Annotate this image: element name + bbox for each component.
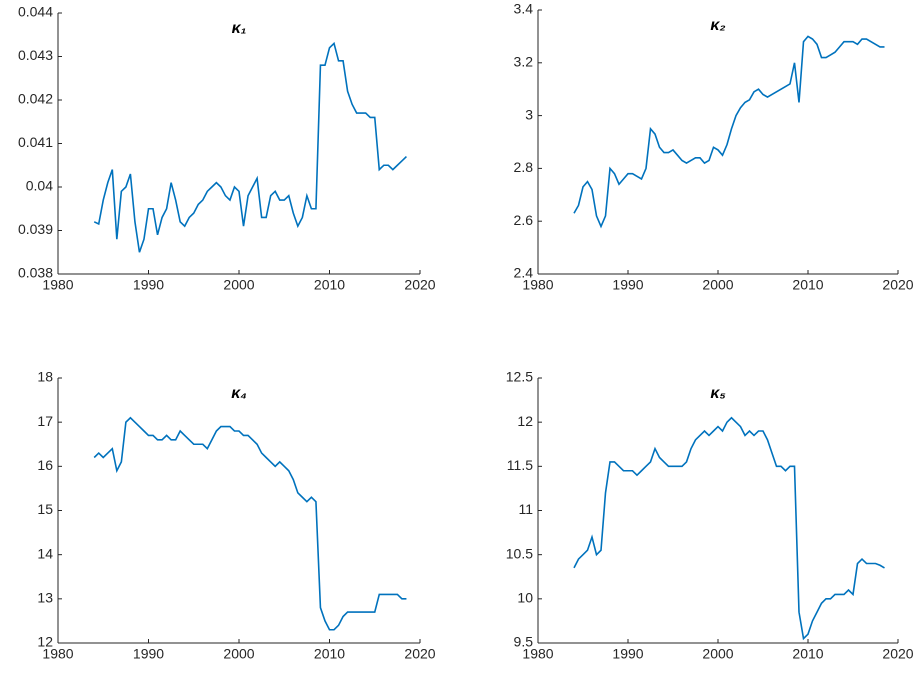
- x-tick-label: 2020: [882, 646, 913, 662]
- x-tick-label: 2020: [882, 277, 913, 293]
- x-tick-label: 1980: [42, 646, 73, 662]
- x-tick-label: 2010: [314, 277, 345, 293]
- y-tick-label: 0.039: [18, 221, 53, 237]
- x-tick-label: 1980: [42, 277, 73, 293]
- y-tick-label: 17: [37, 413, 53, 429]
- data-line: [93, 41, 407, 253]
- y-tick-label: 12: [517, 413, 533, 429]
- x-tick-label: 1990: [612, 277, 643, 293]
- x-tick-label: 1980: [522, 646, 553, 662]
- chart-title: κ₅: [710, 385, 725, 402]
- y-tick-label: 0.043: [18, 47, 53, 63]
- y-tick-label: 12: [37, 634, 53, 650]
- chart-title: κ₂: [710, 17, 725, 34]
- y-tick-label: 15: [37, 501, 53, 517]
- x-tick-label: 1990: [612, 646, 643, 662]
- y-tick-label: 14: [37, 545, 53, 561]
- x-tick-label: 2020: [404, 646, 435, 662]
- y-tick-label: 0.044: [18, 4, 53, 20]
- y-tick-label: 11: [518, 501, 533, 517]
- y-tick-label: 11.5: [507, 457, 533, 473]
- y-tick-label: 0.041: [18, 134, 53, 150]
- y-tick-label: 2.6: [514, 212, 534, 228]
- chart-title: κ₄: [231, 385, 246, 402]
- data-line: [573, 35, 885, 229]
- y-tick-label: 0.042: [18, 91, 53, 107]
- y-tick-label: 10: [517, 590, 533, 606]
- x-tick-label: 2000: [702, 277, 733, 293]
- y-tick-label: 3.4: [514, 1, 534, 17]
- y-tick-label: 2.4: [514, 265, 534, 281]
- x-tick-label: 1990: [133, 646, 164, 662]
- y-tick-label: 10.5: [506, 545, 533, 561]
- y-tick-label: 2.8: [514, 159, 534, 175]
- x-tick-label: 1990: [133, 277, 164, 293]
- data-line: [573, 416, 885, 641]
- x-tick-label: 2020: [404, 277, 435, 293]
- x-tick-label: 2010: [792, 646, 823, 662]
- x-tick-label: 2010: [792, 277, 823, 293]
- y-tick-label: 9.5: [514, 634, 534, 650]
- y-tick-label: 0.04: [26, 178, 53, 194]
- x-tick-label: 2000: [223, 277, 254, 293]
- y-tick-label: 3.2: [514, 54, 534, 70]
- y-tick-label: 12.5: [506, 369, 533, 385]
- y-tick-label: 13: [37, 590, 53, 606]
- y-tick-label: 0.038: [18, 265, 53, 281]
- x-tick-label: 1980: [522, 277, 553, 293]
- chart-title: κ₁: [232, 20, 247, 37]
- x-tick-label: 2010: [314, 646, 345, 662]
- x-tick-label: 2000: [223, 646, 254, 662]
- y-tick-label: 3: [525, 106, 533, 122]
- x-tick-label: 2000: [702, 646, 733, 662]
- y-tick-label: 16: [37, 457, 53, 473]
- data-line: [93, 416, 407, 631]
- y-tick-label: 18: [37, 369, 53, 385]
